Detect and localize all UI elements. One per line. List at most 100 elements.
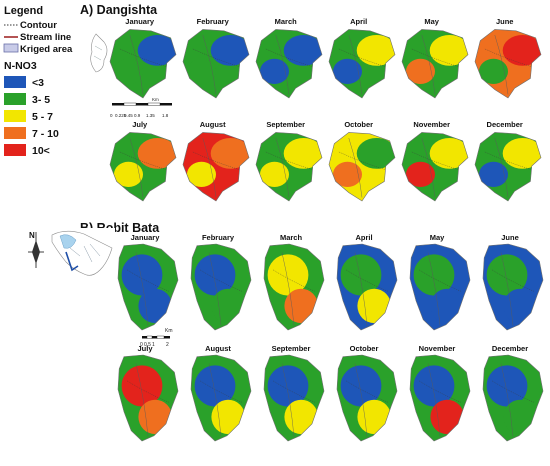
month-label: February bbox=[197, 17, 230, 26]
month-map: August bbox=[182, 120, 250, 202]
concentration-zone bbox=[194, 365, 236, 407]
watershed-outline bbox=[182, 132, 250, 202]
month-map: December bbox=[474, 120, 542, 202]
contour-line bbox=[126, 269, 170, 292]
scale-bar-b: 0 0.5 1 2 Km bbox=[140, 328, 173, 348]
month-map: July bbox=[117, 344, 179, 442]
stream-line bbox=[202, 137, 217, 198]
contour-line bbox=[491, 269, 535, 292]
stream-line bbox=[281, 252, 295, 326]
scale-b-tick-0: 0 bbox=[140, 342, 143, 348]
concentration-zone bbox=[259, 58, 290, 84]
month-map: September bbox=[255, 120, 323, 202]
month-map: July bbox=[109, 120, 177, 202]
panel-b-maps: January February March April May June July Augu… bbox=[117, 233, 544, 442]
concentration-zone bbox=[121, 365, 163, 407]
month-map: October bbox=[336, 344, 398, 442]
concentration-zone bbox=[259, 161, 290, 187]
contour-line bbox=[272, 269, 316, 292]
contour-line bbox=[411, 48, 459, 67]
month-label: August bbox=[205, 344, 231, 353]
legend-class-label: 7 - 10 bbox=[32, 128, 59, 140]
stream-line bbox=[427, 363, 441, 437]
scale-a-tick-5: 1.8 bbox=[162, 113, 169, 118]
concentration-zone bbox=[356, 138, 395, 169]
month-label: March bbox=[280, 233, 303, 242]
month-label: March bbox=[275, 17, 298, 26]
stream-line bbox=[421, 34, 436, 95]
month-map: March bbox=[255, 17, 323, 99]
concentration-zone bbox=[186, 161, 216, 187]
month-map: November bbox=[401, 120, 469, 202]
contour-line bbox=[418, 269, 462, 292]
legend-class-label: 5 - 7 bbox=[32, 111, 53, 123]
legend-swatch bbox=[4, 76, 26, 88]
scale-a-tick-2: 0.45 bbox=[124, 113, 133, 118]
stream-line bbox=[135, 252, 149, 326]
concentration-zone bbox=[284, 399, 319, 435]
watershed-outline bbox=[474, 132, 542, 202]
watershed-outline bbox=[109, 29, 177, 99]
watershed-outline bbox=[409, 354, 471, 442]
month-label: November bbox=[419, 344, 456, 353]
month-map: November bbox=[409, 344, 471, 442]
scale-b-tick-2: 1 bbox=[152, 342, 155, 348]
month-label: January bbox=[131, 233, 161, 242]
watershed-outline bbox=[255, 29, 323, 99]
stream-label: Stream line bbox=[20, 32, 71, 43]
concentration-zone bbox=[113, 58, 143, 84]
month-label: September bbox=[272, 344, 311, 353]
concentration-zone bbox=[332, 161, 363, 187]
month-label: November bbox=[413, 120, 450, 129]
stream-line bbox=[281, 363, 295, 437]
month-map: April bbox=[336, 233, 398, 331]
watershed-outline bbox=[482, 354, 544, 442]
concentration-zone bbox=[121, 254, 163, 296]
stream-line bbox=[354, 363, 368, 437]
stream-line bbox=[348, 34, 363, 95]
concentration-zone bbox=[138, 288, 172, 324]
month-map: February bbox=[190, 233, 252, 331]
concentration-zone bbox=[503, 288, 537, 324]
month-map: September bbox=[263, 344, 325, 442]
stream-line bbox=[421, 137, 436, 198]
contour-line bbox=[119, 48, 167, 67]
concentration-zone bbox=[138, 399, 172, 435]
watershed-outline bbox=[190, 354, 252, 442]
watershed-outline bbox=[482, 243, 544, 331]
contour-line bbox=[345, 380, 389, 403]
contour-line bbox=[491, 380, 535, 403]
contour-line bbox=[484, 151, 532, 170]
month-map: February bbox=[182, 17, 250, 99]
concentration-zone bbox=[486, 254, 528, 296]
contour-line bbox=[345, 269, 389, 292]
watershed-outline bbox=[401, 29, 469, 99]
month-label: December bbox=[487, 120, 523, 129]
month-label: May bbox=[430, 233, 445, 242]
legend-swatch bbox=[4, 127, 26, 139]
concentration-zone bbox=[211, 399, 245, 435]
scale-a-tick-3: 0.9 bbox=[134, 113, 141, 118]
watershed-outline bbox=[263, 354, 325, 442]
contour-line bbox=[265, 48, 313, 67]
month-label: April bbox=[350, 17, 367, 26]
month-label: October bbox=[350, 344, 379, 353]
panel-a-title: A) Dangishta bbox=[80, 3, 158, 17]
scale-b-unit: Km bbox=[165, 328, 173, 334]
month-map: May bbox=[401, 17, 469, 99]
legend-swatch bbox=[4, 144, 26, 156]
concentration-zone bbox=[137, 138, 176, 169]
stream-line bbox=[135, 363, 149, 437]
concentration-zone bbox=[284, 288, 319, 324]
stream-line bbox=[208, 363, 222, 437]
svg-text:N: N bbox=[29, 231, 35, 240]
concentration-zone bbox=[210, 138, 249, 169]
month-label: September bbox=[266, 120, 305, 129]
contour-line bbox=[338, 151, 386, 170]
scale-b-tick-3: 2 bbox=[166, 342, 169, 348]
concentration-zone bbox=[332, 58, 363, 84]
month-map: May bbox=[409, 233, 471, 331]
month-label: June bbox=[496, 17, 514, 26]
var-title: N-NO3 bbox=[4, 60, 37, 72]
legend-class-label: <3 bbox=[32, 77, 44, 89]
